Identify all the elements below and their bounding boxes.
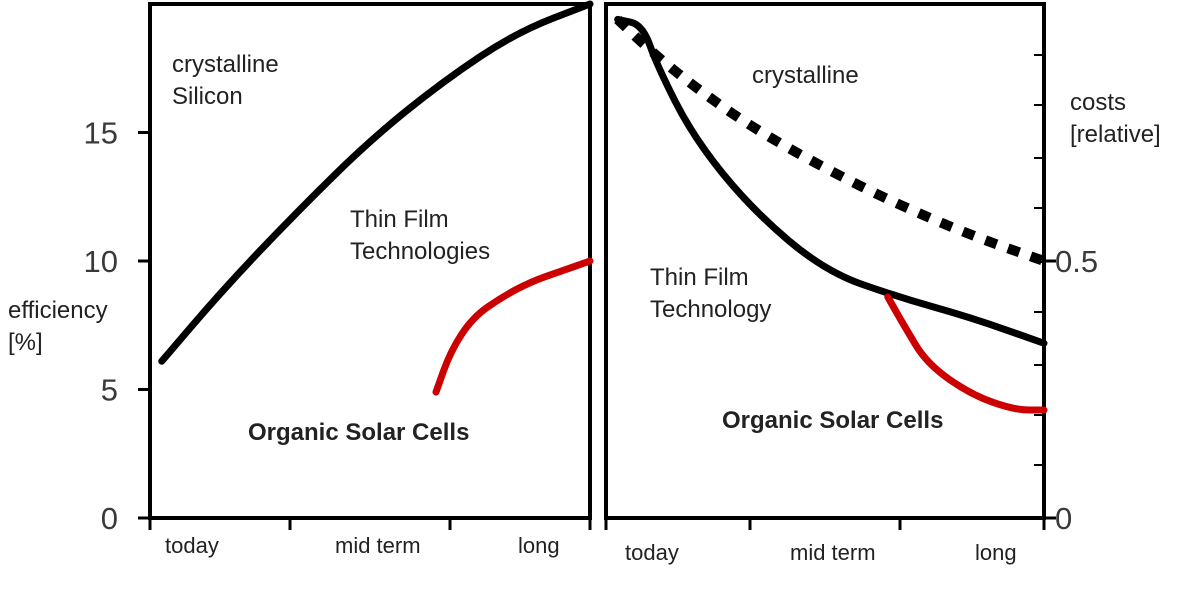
annotation-1-0-0: crystalline xyxy=(172,51,279,78)
x-category-label-2-1: mid term xyxy=(790,540,876,565)
y-tick-label-1-2: 10 xyxy=(84,244,118,279)
labels-layer: 0 5 10 15 today mid term long efficiency [%] crys… xyxy=(8,51,1161,565)
x-category-label-2-2: long xyxy=(975,540,1017,565)
x-category-label-2-0: today xyxy=(625,540,679,565)
annotation-2-1-1: Technology xyxy=(650,296,771,323)
annotation-1-2-0: Organic Solar Cells xyxy=(248,419,469,446)
y-axis-label-2-0: costs xyxy=(1070,89,1126,116)
y-tick-label-1-0: 0 xyxy=(101,501,118,536)
y-axis-label-1-1: [%] xyxy=(8,329,43,356)
annotation-2-1-0: Thin Film xyxy=(650,264,749,291)
y-axis-label-2-1: [relative] xyxy=(1070,121,1161,148)
annotation-2-0-0: crystalline xyxy=(752,62,859,89)
y-axis-label-1-0: efficiency xyxy=(8,297,108,324)
series-line-2-0 xyxy=(614,15,1046,266)
series-line-1-1 xyxy=(432,257,594,396)
axes-layer xyxy=(138,2,1056,530)
series-line-2-2 xyxy=(884,293,1048,414)
y-tick-label-2-1: 0.5 xyxy=(1055,244,1098,279)
x-category-label-1-0: today xyxy=(165,533,219,558)
y-tick-label-1-3: 15 xyxy=(84,116,118,151)
annotation-1-1-1: Technologies xyxy=(350,238,490,265)
x-category-label-1-1: mid term xyxy=(335,533,421,558)
annotation-2-2-0: Organic Solar Cells xyxy=(722,407,943,434)
series-line-1-0 xyxy=(158,0,594,365)
y-tick-label-1-1: 5 xyxy=(101,373,118,408)
x-category-label-1-2: long xyxy=(518,533,560,558)
annotation-1-0-1: Silicon xyxy=(172,83,243,110)
y-tick-label-2-0: 0 xyxy=(1055,501,1072,536)
series-layer xyxy=(158,0,1048,414)
series-line-2-1 xyxy=(614,15,1048,347)
annotation-1-1-0: Thin Film xyxy=(350,206,449,233)
